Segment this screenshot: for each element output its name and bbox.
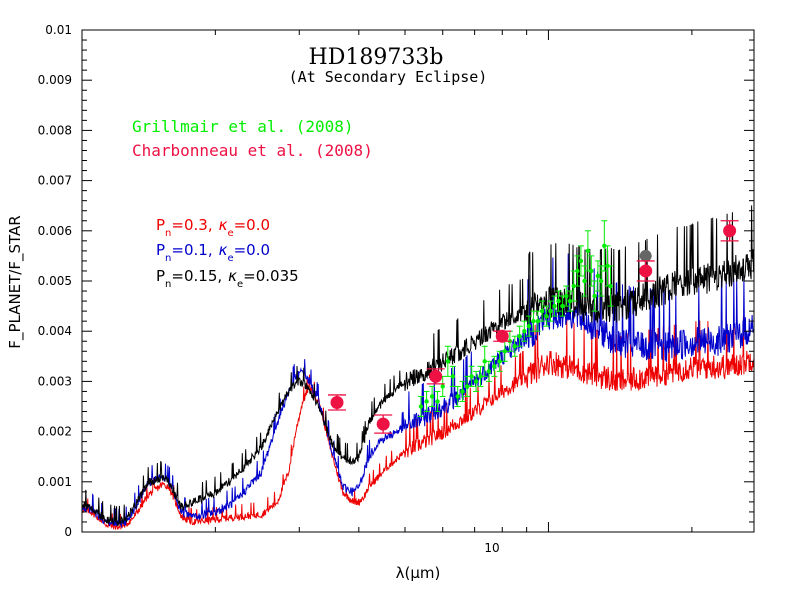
grillmair-point — [591, 280, 598, 312]
grillmair-point — [543, 305, 550, 327]
grillmair-point — [577, 245, 584, 277]
grillmair-point — [598, 265, 605, 297]
y-tick-label: 0.003 — [38, 374, 72, 388]
legend-grillmair: Grillmair et al. (2008) — [132, 117, 354, 136]
y-tick-label: 0 — [64, 525, 72, 539]
grillmair-point — [534, 310, 541, 332]
chart-subtitle: (At Secondary Eclipse) — [289, 68, 488, 86]
legend-charbonneau: Charbonneau et al. (2008) — [132, 141, 373, 160]
legend-model-blue: Pn=0.1, κe=0.0 — [156, 241, 270, 264]
grillmair-point — [574, 255, 581, 287]
y-tick-label: 0.005 — [38, 274, 72, 288]
grillmair-point — [594, 260, 601, 292]
grillmair-point — [607, 265, 614, 307]
grillmair-point — [417, 395, 424, 418]
grillmair-point — [555, 290, 562, 312]
y-tick-labels: 0 0.001 0.002 0.003 0.004 0.005 0.006 0.007 0.00… — [38, 23, 72, 539]
data-points — [328, 220, 739, 434]
grillmair-point — [454, 385, 461, 407]
y-tick-label: 0.002 — [38, 425, 72, 439]
charbonneau-point — [636, 260, 655, 282]
charbonneau-point — [426, 368, 445, 385]
charbonneau-point — [493, 329, 512, 343]
chart-title: HD189733b — [309, 45, 444, 70]
grillmair-point — [477, 365, 484, 387]
grillmair-point — [539, 300, 546, 322]
grillmair-point — [584, 230, 591, 272]
legend-model-black: Pn=0.15, κe=0.035 — [156, 267, 299, 290]
y-tick-label: 0.007 — [38, 174, 72, 188]
gray-point — [639, 249, 652, 262]
y-tick-label: 0.001 — [38, 475, 72, 489]
grillmair-point — [516, 325, 523, 347]
grillmair-point — [473, 370, 480, 392]
grillmair-point — [547, 300, 554, 322]
y-tick-label: 0.009 — [38, 73, 72, 87]
grillmair-point — [449, 365, 456, 387]
grillmair-point — [604, 245, 611, 287]
y-tick-label: 0.006 — [38, 224, 72, 238]
axis-ticks — [82, 29, 754, 533]
grillmair-point — [567, 290, 574, 312]
charbonneau-point — [720, 220, 739, 242]
grillmair-point — [434, 390, 441, 413]
charbonneau-point — [328, 394, 347, 411]
grillmair-point — [481, 345, 488, 377]
grillmair-point — [511, 335, 518, 357]
series-line — [82, 316, 754, 530]
grillmair-point — [429, 385, 436, 407]
grillmair-point — [459, 380, 466, 402]
grillmair-point — [570, 270, 577, 302]
grillmair-point — [525, 315, 532, 337]
grillmair-point — [563, 285, 570, 307]
x-tick-label: 10 — [484, 541, 499, 555]
grillmair-point — [444, 345, 451, 377]
series-line — [82, 205, 754, 526]
y-tick-label: 0.008 — [38, 123, 72, 137]
grillmair-point — [581, 265, 588, 297]
model-series — [82, 205, 754, 530]
y-tick-label: 0.004 — [38, 324, 72, 338]
x-axis-label: λ(μm) — [396, 564, 441, 582]
series-line — [82, 253, 754, 528]
grillmair-point — [491, 355, 498, 377]
grillmair-point — [588, 255, 595, 287]
grillmair-point — [521, 320, 528, 342]
grillmair-point — [485, 360, 492, 382]
grillmair-point — [464, 375, 471, 397]
grillmair-point — [551, 295, 558, 317]
charbonneau-point — [374, 414, 393, 434]
y-tick-label: 0.01 — [45, 23, 72, 37]
grillmair-point — [423, 390, 430, 413]
grillmair-point — [468, 365, 475, 387]
y-axis-label: F_PLANET/F_STAR — [6, 215, 25, 348]
grillmair-point — [496, 350, 503, 372]
legend-model-red: Pn=0.3, κe=0.0 — [156, 216, 270, 239]
grillmair-point — [601, 220, 608, 272]
